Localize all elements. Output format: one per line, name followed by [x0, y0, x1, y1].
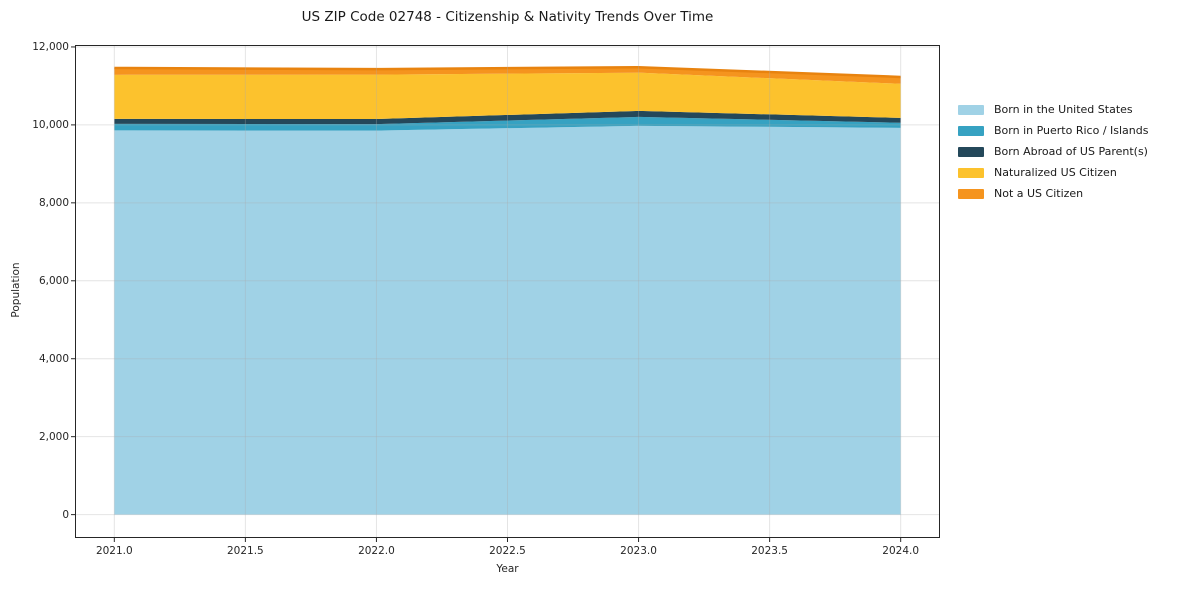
area-not-a-us-citizen: [114, 67, 901, 84]
legend-label: Not a US Citizen: [994, 187, 1084, 200]
area-born-in-puerto-rico-islands: [114, 116, 901, 131]
legend-swatch: [958, 168, 984, 178]
x-tick-label: 2021.0: [95, 545, 133, 557]
plot-border: [75, 45, 940, 538]
x-tick-label: 2023.0: [620, 545, 657, 557]
y-tick-label: 12,000: [32, 40, 69, 53]
legend: Born in the United States Born in Puerto …: [958, 104, 1148, 209]
y-tick-label: 2,000: [38, 430, 69, 443]
area-born-in-the-united-states: [114, 125, 901, 515]
y-tick-label: 8,000: [38, 196, 69, 209]
legend-item-born-abroad-of-us-parent-s: Born Abroad of US Parent(s): [958, 146, 1148, 158]
area-naturalized-us-citizen: [114, 72, 901, 120]
legend-swatch: [958, 105, 984, 115]
y-axis-title: Population: [10, 262, 22, 318]
x-tick-label: 2022.5: [489, 545, 526, 557]
area-born-abroad-of-us-parent-s: [114, 110, 901, 125]
legend-item-born-in-the-united-states: Born in the United States: [958, 104, 1148, 116]
plot-area: [71, 45, 940, 542]
legend-swatch: [958, 126, 984, 136]
y-tick-label: 4,000: [38, 352, 69, 365]
y-tick-label: 0: [62, 508, 69, 521]
x-axis-title: Year: [496, 563, 519, 575]
legend-label: Born in the United States: [994, 103, 1133, 116]
stacked-area-chart: [71, 45, 940, 542]
legend-label: Naturalized US Citizen: [994, 166, 1117, 179]
legend-label: Born Abroad of US Parent(s): [994, 145, 1148, 158]
y-tick-label: 10,000: [32, 118, 69, 131]
x-tick-label: 2022.0: [358, 545, 395, 557]
legend-item-naturalized-us-citizen: Naturalized US Citizen: [958, 167, 1148, 179]
legend-label: Born in Puerto Rico / Islands: [994, 124, 1149, 137]
legend-item-born-in-puerto-rico-islands: Born in Puerto Rico / Islands: [958, 125, 1148, 137]
x-tick-label: 2023.5: [751, 545, 788, 557]
legend-item-not-a-us-citizen: Not a US Citizen: [958, 188, 1148, 200]
chart-title: US ZIP Code 02748 - Citizenship & Nativi…: [301, 9, 714, 25]
legend-swatch: [958, 147, 984, 157]
legend-swatch: [958, 189, 984, 199]
x-tick-label: 2021.5: [227, 545, 264, 557]
total-top-edge: [114, 65, 901, 79]
y-tick-label: 6,000: [38, 274, 69, 287]
x-tick-label: 2024.0: [882, 545, 920, 557]
